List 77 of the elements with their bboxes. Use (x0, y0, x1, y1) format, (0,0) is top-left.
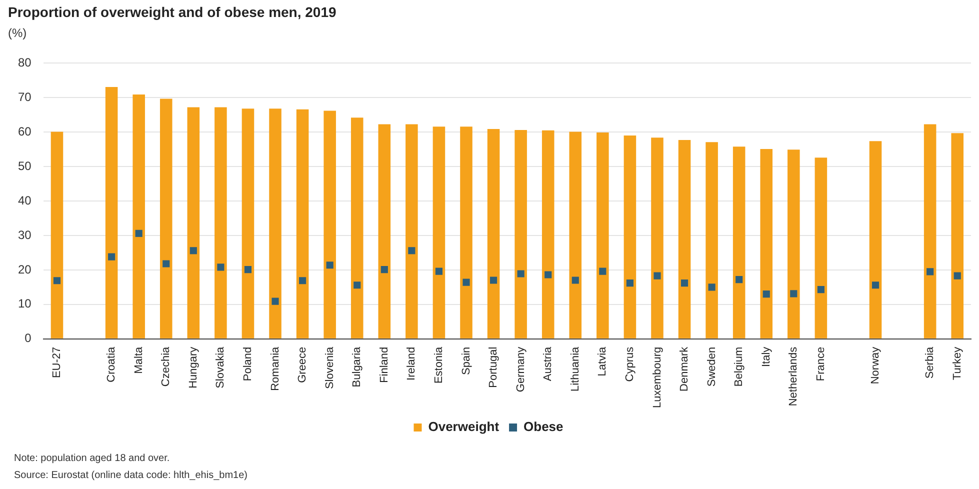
x-tick-label: Ireland (406, 346, 418, 380)
x-tick-label: Latvia (596, 346, 609, 376)
x-tick-label: Czechia (160, 346, 172, 387)
x-tick-label: Cyprus (624, 346, 636, 382)
y-tick-label: 70 (18, 90, 32, 104)
x-tick-label: Portugal (488, 346, 500, 388)
text: Note: population aged 18 and over. (14, 452, 171, 466)
x-tick-label: Slovakia (214, 346, 227, 388)
x-tick-label: Malta (132, 346, 145, 374)
bar (706, 142, 718, 338)
x-tick-label: Estonia (432, 346, 445, 384)
y-tick-label: 0 (24, 331, 32, 346)
x-tick-label: Lithuania (569, 346, 582, 392)
y-tick-label: 60 (18, 124, 32, 138)
bar (596, 132, 609, 338)
bar (214, 107, 227, 338)
bar (924, 124, 936, 338)
x-tick-label: Romania (269, 346, 282, 391)
source-note: Source: Eurostat (online data code: hlth_ehis_bm1e) (14, 469, 248, 483)
x-tick-label: Norway (870, 346, 882, 384)
x-tick-label: Turkey (951, 346, 964, 380)
x-tick-label: Bulgaria (351, 346, 364, 388)
bar (788, 150, 800, 338)
x-tick-label: Netherlands (788, 346, 800, 406)
bar (651, 138, 664, 338)
y-axis-title: (%) (8, 26, 27, 40)
bar (624, 136, 636, 338)
x-tick-label: Spain (460, 346, 472, 375)
bar (487, 129, 500, 338)
x-tick-label: Poland (242, 346, 254, 382)
bar (269, 108, 282, 338)
bar (951, 133, 964, 338)
x-tick-label: Luxembourg (651, 346, 664, 408)
y-tick-label: 30 (18, 228, 32, 242)
y-tick-label: 20 (18, 262, 32, 276)
bar (760, 148, 773, 338)
x-tick-label: Croatia (106, 346, 118, 382)
chart-title: Proportion of overweight and of obese men, 2019 (8, 4, 336, 20)
bar (296, 109, 309, 338)
x-tick-label: Finland (378, 346, 390, 383)
bar (324, 110, 336, 338)
bar (160, 98, 172, 338)
legend-label: Obese (524, 419, 564, 434)
bar (678, 140, 691, 338)
legend-label: Overweight (428, 419, 500, 434)
x-tick-label: Serbia (924, 346, 936, 379)
bar (732, 146, 746, 338)
x-tick-label: Belgium (733, 346, 746, 387)
bar (406, 124, 418, 338)
y-tick-label: 50 (18, 158, 32, 173)
bar (569, 132, 582, 338)
x-tick-label: France (814, 346, 827, 382)
x-tick-label: Sweden (706, 346, 718, 387)
bar (432, 126, 446, 338)
y-tick-label: 80 (18, 56, 32, 70)
bar (50, 132, 64, 338)
x-tick-label: Germany (514, 346, 527, 392)
x-tick-label: Austria (542, 346, 554, 382)
x-tick-label: Italy (760, 346, 772, 368)
y-tick-label: 40 (18, 193, 32, 208)
bar (460, 126, 472, 338)
y-tick-label: 10 (18, 296, 32, 311)
bar (187, 107, 200, 338)
bar (132, 94, 145, 338)
bar (514, 130, 527, 338)
bar (814, 158, 828, 338)
bar (105, 86, 118, 338)
bar (350, 118, 364, 338)
x-tick-label: Greece (296, 346, 309, 383)
bar (869, 141, 882, 338)
bar (378, 124, 391, 338)
x-tick-label: Hungary (187, 346, 200, 388)
x-tick-label: EU-27 (51, 346, 64, 378)
x-tick-label: Slovenia (324, 346, 336, 390)
x-tick-label: Denmark (678, 346, 691, 392)
bar (242, 108, 254, 338)
bar (542, 130, 554, 338)
